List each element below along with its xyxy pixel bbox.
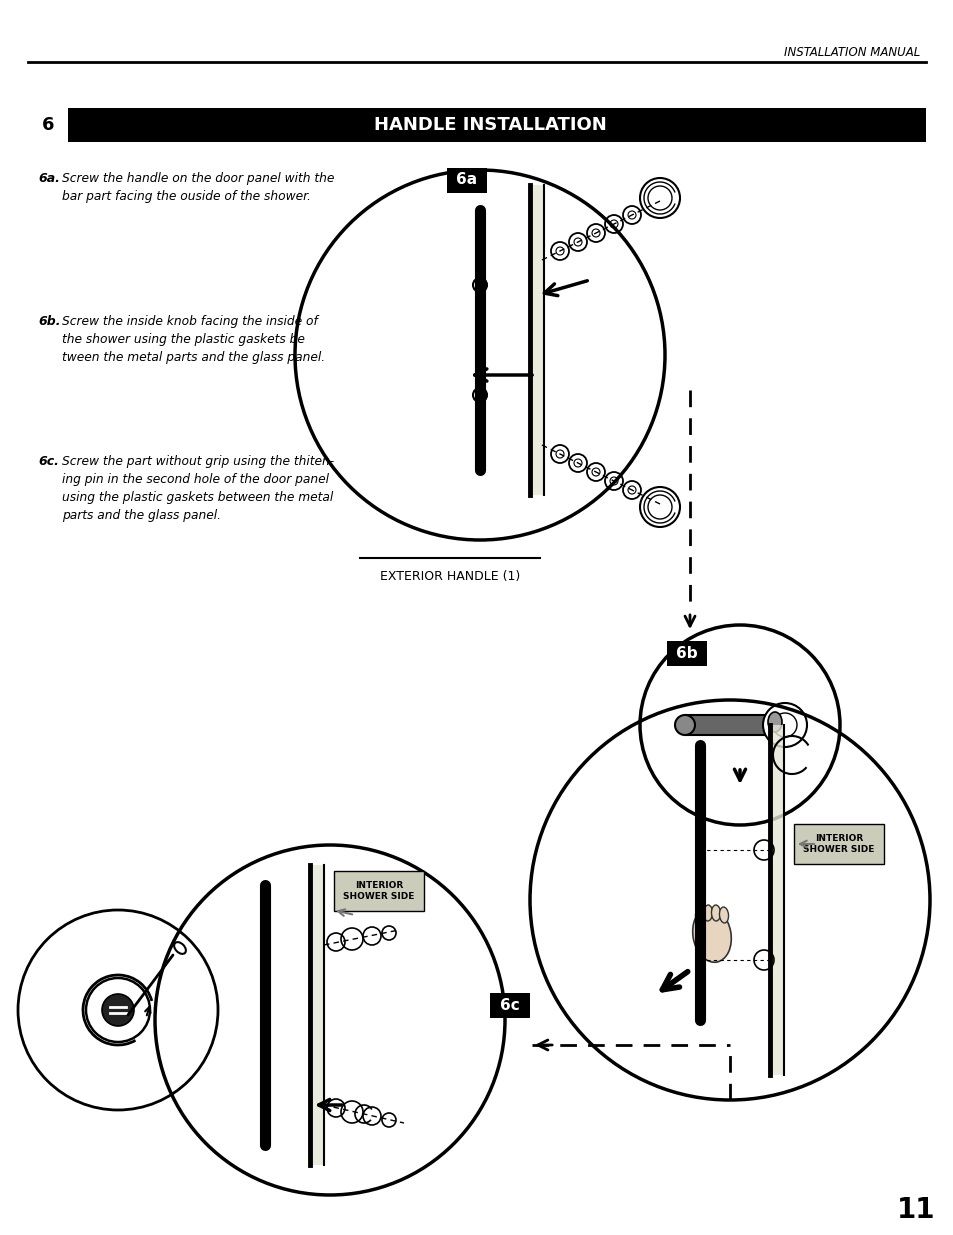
Ellipse shape	[719, 906, 728, 923]
Text: HANDLE INSTALLATION: HANDLE INSTALLATION	[374, 116, 606, 135]
Circle shape	[102, 994, 133, 1026]
Bar	[490, 993, 530, 1018]
Circle shape	[639, 487, 679, 527]
Text: 6: 6	[42, 116, 54, 135]
Bar	[530, 185, 543, 495]
Ellipse shape	[711, 905, 720, 921]
FancyBboxPatch shape	[334, 871, 423, 911]
Text: INTERIOR
SHOWER SIDE: INTERIOR SHOWER SIDE	[343, 882, 415, 900]
Circle shape	[86, 978, 150, 1042]
Circle shape	[639, 178, 679, 219]
Ellipse shape	[767, 713, 781, 732]
Bar	[310, 864, 324, 1165]
Text: 6b.: 6b.	[38, 315, 60, 329]
Text: 6c.: 6c.	[38, 454, 59, 468]
FancyBboxPatch shape	[793, 824, 883, 864]
Bar	[447, 168, 486, 193]
Text: 6a.: 6a.	[38, 172, 60, 185]
Polygon shape	[684, 715, 774, 735]
Ellipse shape	[695, 906, 704, 923]
Circle shape	[675, 715, 695, 735]
Bar	[666, 641, 706, 666]
Bar	[769, 725, 783, 1074]
Circle shape	[473, 388, 486, 403]
Text: EXTERIOR HANDLE (1): EXTERIOR HANDLE (1)	[379, 571, 519, 583]
Ellipse shape	[702, 905, 712, 921]
Text: 6c: 6c	[499, 998, 519, 1013]
Text: Screw the inside knob facing the inside of
the shower using the plastic gaskets : Screw the inside knob facing the inside …	[62, 315, 325, 364]
Ellipse shape	[692, 908, 731, 962]
Text: 11: 11	[896, 1195, 934, 1224]
Bar	[28, 107, 925, 142]
Text: 6a: 6a	[456, 173, 477, 188]
Circle shape	[762, 703, 806, 747]
Text: 6b: 6b	[676, 646, 697, 661]
Circle shape	[473, 278, 486, 291]
Text: Screw the part without grip using the thiten-
ing pin in the second hole of the : Screw the part without grip using the th…	[62, 454, 334, 522]
Bar	[28, 107, 68, 142]
Text: INSTALLATION MANUAL: INSTALLATION MANUAL	[783, 46, 919, 58]
Text: INTERIOR
SHOWER SIDE: INTERIOR SHOWER SIDE	[802, 835, 874, 853]
Text: Screw the handle on the door panel with the
bar part facing the ouside of the sh: Screw the handle on the door panel with …	[62, 172, 334, 203]
